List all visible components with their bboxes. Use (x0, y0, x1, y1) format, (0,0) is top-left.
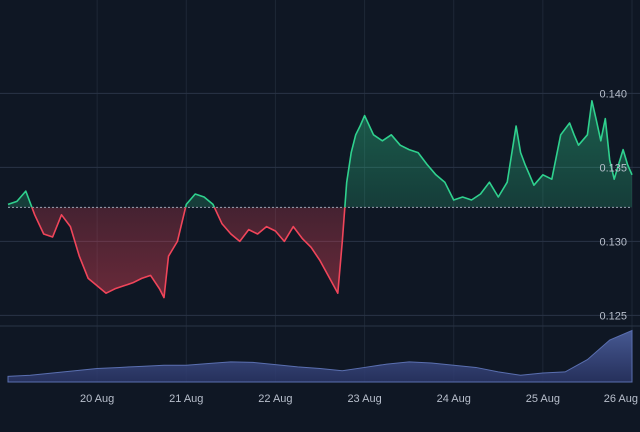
x-tick-label: 26 Aug (604, 393, 638, 405)
price-line-down (31, 207, 346, 299)
x-tick-label: 25 Aug (526, 393, 560, 405)
y-tick-label: 0.125 (599, 310, 627, 322)
x-tick-label: 23 Aug (347, 393, 381, 405)
x-tick-label: 22 Aug (258, 393, 292, 405)
x-tick-label: 20 Aug (80, 393, 114, 405)
y-axis-ticks: 0.140 0.135 0.130 0.125 (599, 88, 627, 322)
y-tick-label: 0.135 (599, 162, 627, 174)
x-tick-label: 24 Aug (437, 393, 471, 405)
price-line (7, 100, 633, 299)
area-fill-up (8, 100, 632, 208)
volume-area-path (7, 329, 633, 383)
x-axis-ticks: 20 Aug 21 Aug 22 Aug 23 Aug 24 Aug 25 Aug 26 A… (80, 393, 638, 405)
x-tick-label: 21 Aug (169, 393, 203, 405)
price-line-up (7, 100, 633, 208)
volume-area (7, 329, 633, 383)
y-tick-label: 0.130 (599, 236, 627, 248)
area-fill-down (31, 207, 345, 298)
price-area-fill (8, 100, 632, 298)
y-tick-label: 0.140 (599, 88, 627, 100)
